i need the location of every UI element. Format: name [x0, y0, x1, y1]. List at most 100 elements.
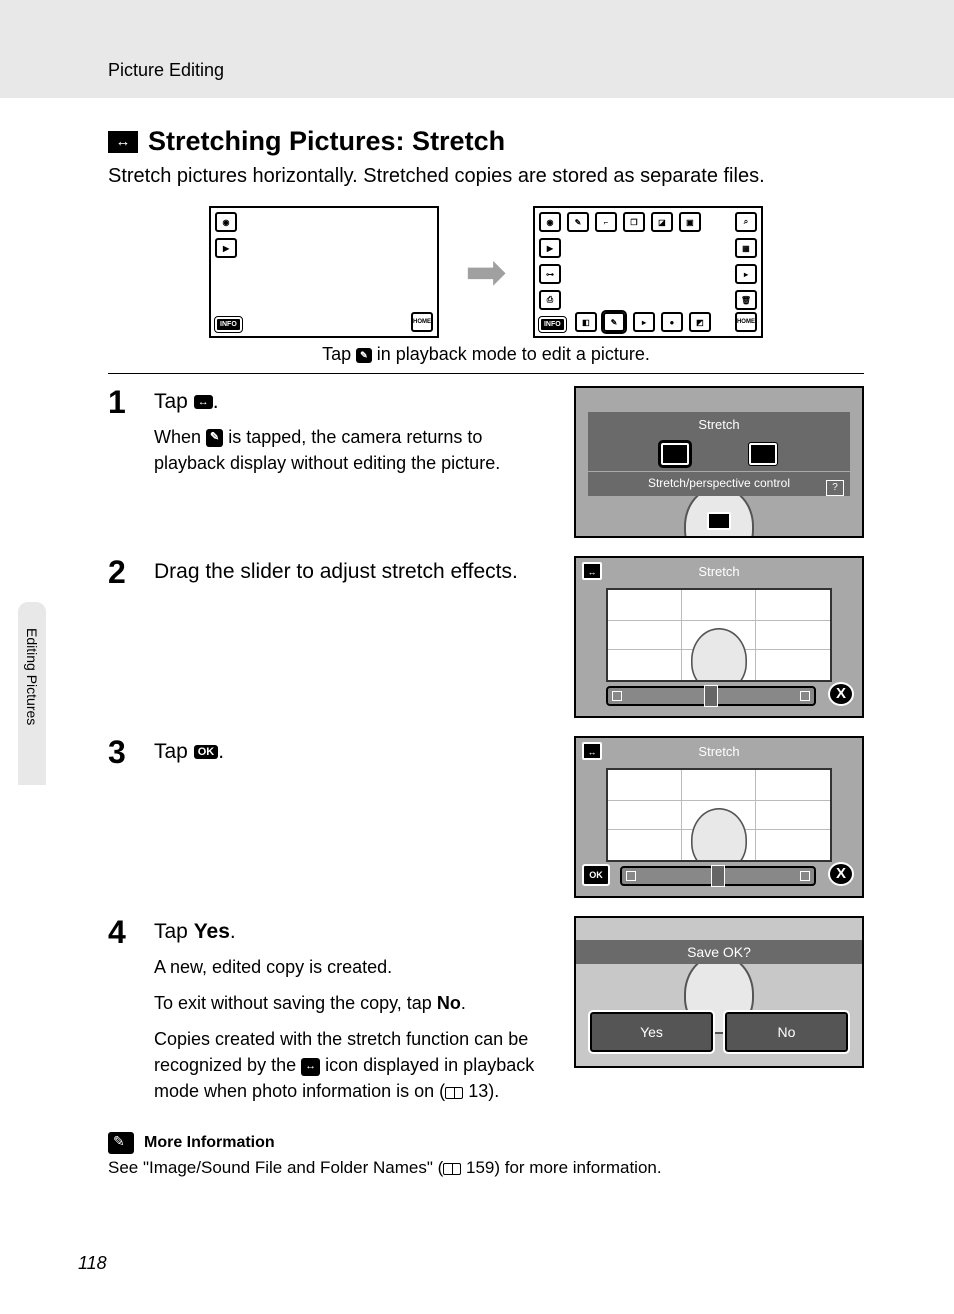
stretch-small-icon: ↔	[301, 1058, 320, 1076]
more-info-heading: More Information	[108, 1132, 864, 1154]
title-post: .	[213, 390, 219, 413]
title-bold: Yes	[194, 920, 230, 943]
icon-b3: ▸	[633, 312, 655, 332]
page-number: 118	[78, 1253, 107, 1274]
edit-icon: ✎	[356, 348, 372, 363]
play-icon: ▶	[539, 238, 561, 258]
para-2: To exit without saving the copy, tap No.	[154, 990, 556, 1016]
overlay-title: Stretch	[588, 412, 850, 437]
mi-pre: See "Image/Sound File and Folder Names" …	[108, 1158, 443, 1177]
no-button[interactable]: No	[725, 1012, 848, 1052]
step-figure: Save OK? Yes No	[574, 916, 864, 1114]
stretch-slider[interactable]	[606, 686, 816, 706]
step-number: 1	[108, 386, 136, 538]
stretch-option-icon[interactable]	[661, 443, 689, 465]
more-info-icon	[108, 1132, 134, 1154]
help-button[interactable]: ?	[826, 480, 844, 496]
screen-header: Stretch	[576, 744, 862, 759]
mi-ref: 159	[466, 1158, 494, 1177]
para-1: A new, edited copy is created.	[154, 954, 556, 980]
grid-icon: ▦	[735, 238, 757, 258]
diagram-row: ◉ ▶ INFO HOME ➡ ◉ ✎ ⌐ ❐ ◪ ▣ ⌕ ▶ ▦ ⊶ ▸ ⎙ …	[108, 206, 864, 338]
page-title-row: ↔ Stretching Pictures: Stretch	[108, 126, 864, 157]
intro-text: Stretch pictures horizontally. Stretched…	[108, 165, 864, 188]
play-icon: ▶	[215, 238, 237, 258]
screen-header: Stretch	[576, 564, 862, 579]
overlay-subtitle: Stretch/perspective control	[588, 471, 850, 490]
caption-pre: Tap	[322, 344, 356, 364]
edit-small-icon: ✎	[206, 429, 223, 447]
home-icon: HOME	[735, 312, 757, 332]
step-title: Drag the slider to adjust stretch effect…	[154, 560, 556, 584]
perspective-option-icon[interactable]	[749, 443, 777, 465]
camera-icon: ◉	[539, 212, 561, 232]
step-figure: ↔ Stretch X	[574, 556, 864, 718]
diagram-screen-after: ◉ ✎ ⌐ ❐ ◪ ▣ ⌕ ▶ ▦ ⊶ ▸ ⎙ 🗑 INFO ◧ ✎ ▸ ● ◩…	[533, 206, 763, 338]
mi-post: ) for more information.	[494, 1158, 661, 1177]
step-number: 4	[108, 916, 136, 1114]
step-figure: ↔ Stretch OK X	[574, 736, 864, 898]
edit-icon-highlighted: ✎	[603, 312, 625, 332]
step-text: When ✎ is tapped, the camera returns to …	[154, 424, 556, 476]
slider-thumb[interactable]	[711, 865, 725, 887]
step-number: 3	[108, 736, 136, 898]
step-body: Tap Yes. A new, edited copy is created. …	[154, 916, 556, 1114]
p2-pre: To exit without saving the copy, tap	[154, 993, 437, 1013]
para-3: Copies created with the stretch function…	[154, 1026, 556, 1104]
camera-screen-slider-ok: ↔ Stretch OK X	[574, 736, 864, 898]
stretch-slider[interactable]	[620, 866, 816, 886]
overlay-icons	[588, 437, 850, 471]
diagram-screen-before: ◉ ▶ INFO HOME	[209, 206, 439, 338]
tool-icon: ⌐	[595, 212, 617, 232]
copy-icon: ❐	[623, 212, 645, 232]
step-2: 2 Drag the slider to adjust stretch effe…	[108, 556, 864, 718]
edit-return-icon[interactable]	[707, 512, 731, 530]
p2-bold: No	[437, 993, 461, 1013]
step-title: Tap Yes.	[154, 920, 556, 944]
camera-icon: ◉	[215, 212, 237, 232]
step-3: 3 Tap OK. ↔ Stretch OK	[108, 736, 864, 898]
confirm-buttons: Yes No	[590, 1012, 848, 1052]
header-band: Picture Editing	[0, 0, 954, 98]
close-button[interactable]: X	[828, 682, 854, 706]
stretch-icon: ↔	[108, 131, 138, 153]
text-pre: When	[154, 427, 206, 447]
illustration-face	[691, 628, 747, 682]
step-4: 4 Tap Yes. A new, edited copy is created…	[108, 916, 864, 1114]
p2-post: .	[461, 993, 466, 1013]
book-icon	[445, 1087, 463, 1099]
title-post: .	[230, 920, 236, 943]
p3-ref: 13	[468, 1081, 488, 1101]
slider-thumb[interactable]	[704, 685, 718, 707]
ok-icon: OK	[194, 745, 219, 759]
home-icon: HOME	[411, 312, 433, 332]
step-figure: Stretch Stretch/perspective control ?	[574, 386, 864, 538]
check-icon: ◪	[651, 212, 673, 232]
breadcrumb: Picture Editing	[108, 60, 224, 80]
side-tab: Editing Pictures	[18, 616, 46, 785]
title-pre: Tap	[154, 920, 194, 943]
pencil-icon: ✎	[567, 212, 589, 232]
step-title: Tap ↔.	[154, 390, 556, 414]
yes-button[interactable]: Yes	[590, 1012, 713, 1052]
key-icon: ⊶	[539, 264, 561, 284]
title-post: .	[218, 740, 224, 763]
diagram-caption: Tap ✎ in playback mode to edit a picture…	[108, 344, 864, 365]
close-button[interactable]: X	[828, 862, 854, 886]
menu-overlay: Stretch Stretch/perspective control	[588, 412, 850, 496]
book-icon	[443, 1163, 461, 1175]
camera-screen-confirm: Save OK? Yes No	[574, 916, 864, 1068]
title-pre: Tap	[154, 390, 194, 413]
more-info-text: See "Image/Sound File and Folder Names" …	[108, 1158, 864, 1178]
print-icon: ⎙	[539, 290, 561, 310]
step-body: Tap OK.	[154, 736, 556, 898]
info-chip: INFO	[539, 317, 566, 332]
stretch-small-icon: ↔	[194, 395, 213, 409]
step-body: Tap ↔. When ✎ is tapped, the camera retu…	[154, 386, 556, 538]
ok-button[interactable]: OK	[582, 864, 610, 886]
camera-screen-slider: ↔ Stretch X	[574, 556, 864, 718]
page-title: Stretching Pictures: Stretch	[148, 126, 505, 157]
title-pre: Tap	[154, 740, 194, 763]
step-text: A new, edited copy is created. To exit w…	[154, 954, 556, 1104]
divider	[108, 373, 864, 374]
